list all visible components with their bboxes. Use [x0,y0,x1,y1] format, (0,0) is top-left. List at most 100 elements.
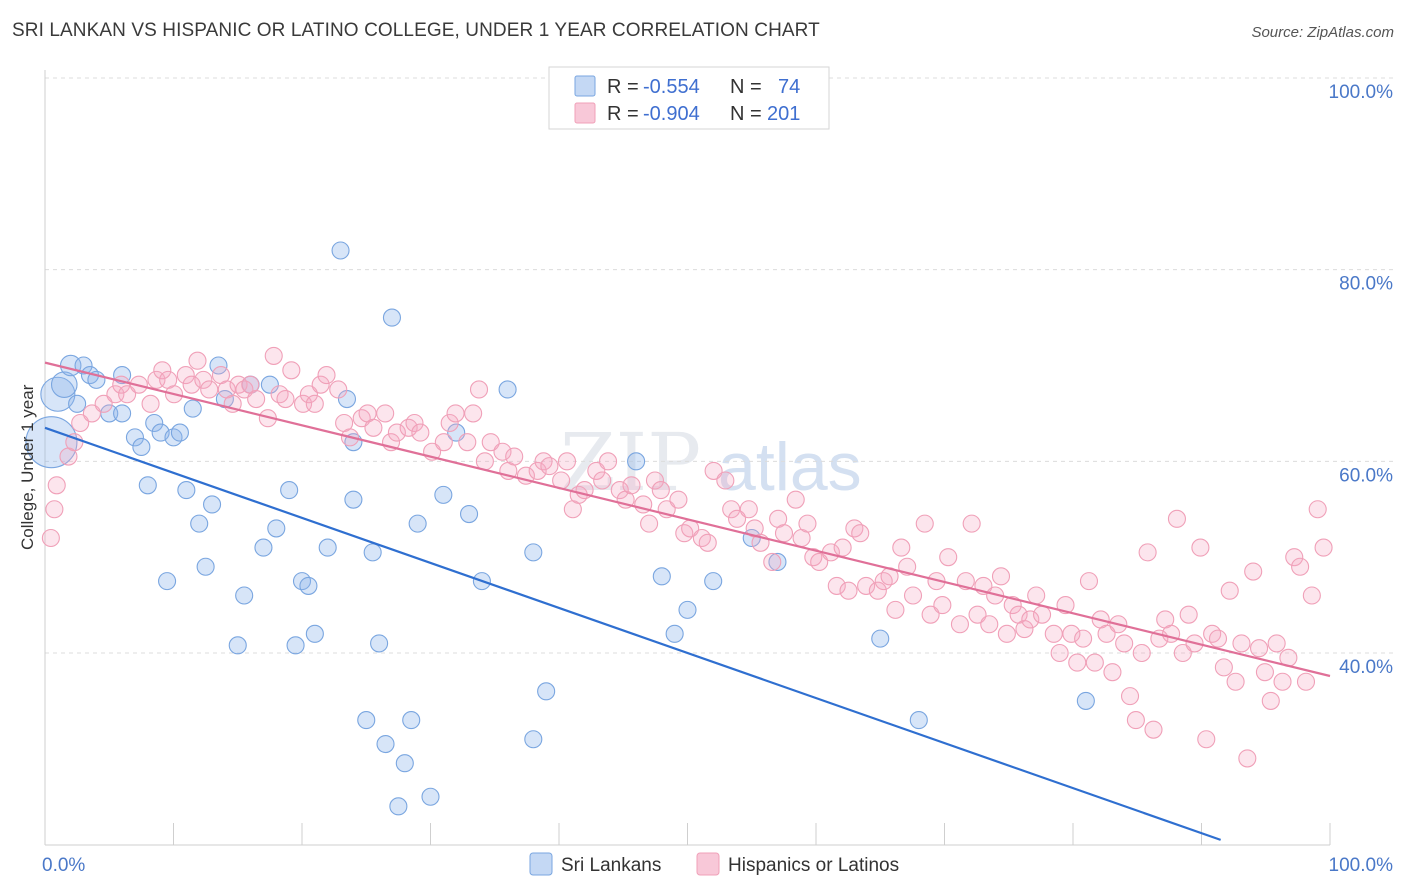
bottom-legend-swatch-pink [696,852,720,876]
hispanic-point-175 [1267,634,1286,653]
hispanic-point-60 [493,442,512,461]
hispanic-point-14 [153,361,172,380]
hispanic-point-55 [458,433,477,452]
hispanic-point-130 [997,624,1016,643]
sri-lankan-point-21 [190,514,209,533]
hispanic-point-52 [434,433,453,452]
sri-lankan-point-48 [395,754,414,773]
sri-lankan-point-18 [170,423,189,442]
hispanic-point-183 [1314,538,1333,557]
hispanic-point-117 [915,514,934,533]
sri-lankan-point-50 [408,514,427,533]
legend-swatch-blue [574,75,596,97]
bottom-legend-label-2: Hispanics or Latinos [728,855,899,876]
hispanic-point-122 [950,615,969,634]
source-label: Source: ZipAtlas.com [1251,24,1394,41]
sri-lankan-point-22 [196,557,215,576]
hispanic-point-166 [1214,658,1233,677]
sri-lankan-point-62 [665,624,684,643]
hispanic-point-32 [276,389,295,409]
hispanic-point-107 [845,519,864,538]
hispanic-point-134 [1021,610,1040,629]
hispanic-point-84 [675,524,694,543]
series-legend: Sri Lankans Hispanics or Latinos [529,852,899,876]
hispanic-point-92 [739,500,758,519]
sri-lankan-point-52 [434,485,453,504]
hispanic-point-58 [475,452,494,471]
hispanic-point-5 [71,413,90,433]
sri-lankan-point-57 [524,543,543,562]
hispanic-point-79 [640,514,659,533]
hispanic-point-56 [464,404,483,423]
hispanic-point-125 [968,605,987,624]
hispanic-point-182 [1308,500,1327,519]
hispanic-point-116 [903,586,923,605]
hispanic-point-181 [1302,586,1321,605]
hispanic-point-129 [991,567,1011,586]
hispanic-point-170 [1238,749,1257,768]
hispanic-point-105 [833,538,852,557]
hispanic-point-152 [1132,643,1151,663]
hispanic-point-147 [1103,663,1122,682]
sri-lankan-point-26 [228,636,247,655]
hispanic-point-98 [786,490,805,509]
hispanic-point-33 [282,361,301,380]
sri-lankan-point-38 [331,241,350,260]
hispanic-point-95 [763,552,782,572]
bottom-legend-swatch-blue [529,852,553,876]
hispanic-point-65 [534,452,553,471]
hispanic-point-108 [851,524,870,543]
hispanic-point-110 [868,581,887,600]
sri-lankan-point-1 [40,376,76,412]
hispanic-point-150 [1120,687,1140,706]
x-tick-label-100: 100.0% [1329,855,1394,876]
legend-r-value-1: -0.554 [643,76,700,98]
legend-r-label-2: R = [607,103,639,125]
axes [44,70,1331,846]
sri-lankan-point-33 [286,636,305,655]
sri-lankan-point-69 [1076,691,1095,710]
y-tick-label-100: 100.0% [1329,82,1394,103]
sri-lankan-point-58 [524,730,543,749]
sri-lankan-point-54 [459,504,479,524]
hispanic-point-42 [352,409,371,428]
trend-lines [44,361,1331,841]
hispanic-point-168 [1226,672,1245,691]
hispanic-point-57 [469,380,489,399]
hispanic-point-167 [1220,581,1239,600]
hispanic-point-89 [716,471,735,490]
legend-r-value-2: -0.904 [643,103,700,125]
hispanic-point-12 [141,394,160,413]
hispanic-point-137 [1044,624,1063,643]
hispanic-point-48 [399,418,418,437]
hispanic-point-159 [1173,643,1192,663]
hispanic-point-45 [376,404,395,423]
hispanic-point-146 [1097,624,1116,643]
hispanic-point-83 [669,490,688,509]
hispanic-point-113 [886,600,905,619]
hispanic-point-100 [798,514,817,533]
legend-n-label-2: N = [730,103,762,125]
chart-title: SRI LANKAN VS HISPANIC OR LATINO COLLEGE… [12,20,820,41]
hispanic-point-158 [1167,509,1186,528]
legend-n-label-1: N = [730,76,762,98]
hispanic-point-37 [311,375,330,394]
sri-lankan-point-40 [344,490,363,509]
sri-lankan-point-12 [132,437,151,457]
hispanic-point-0 [41,528,60,548]
trend-line-hispanics [44,361,1331,678]
legend-n-value-2: 201 [767,103,800,125]
sri-lankan-point-20 [183,399,202,418]
sri-lankan-point-49 [402,711,421,730]
hispanic-point-50 [411,423,430,442]
hispanic-point-39 [329,380,348,399]
hispanic-point-49 [405,413,424,433]
hispanic-point-153 [1138,543,1157,562]
hispanic-point-10 [118,385,137,404]
sri-lankan-point-29 [254,538,273,557]
hispanic-point-143 [1079,572,1099,591]
hispanic-point-171 [1244,562,1263,581]
hispanic-point-77 [622,476,641,495]
correlation-legend: R = -0.554 N = 74 R = -0.904 N = 201 [548,66,830,130]
hispanic-point-66 [540,457,559,476]
